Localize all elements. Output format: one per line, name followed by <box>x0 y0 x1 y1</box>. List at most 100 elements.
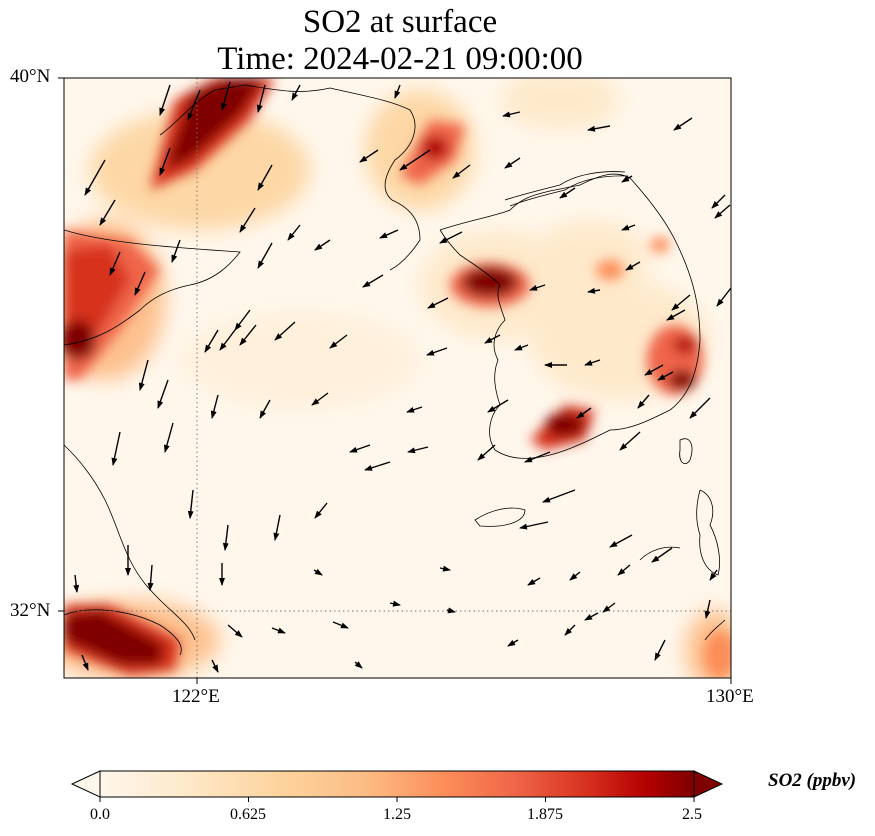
wind-arrow <box>259 399 271 419</box>
wind-arrow <box>159 84 171 116</box>
wind-arrow <box>234 309 251 331</box>
wind-arrow <box>609 534 633 548</box>
y-tick-label-32n: 32°N <box>10 600 51 621</box>
wind-arrow <box>362 274 384 288</box>
wind-arrow <box>654 639 666 661</box>
colorbar-min-extend <box>70 770 101 798</box>
wind-arrow <box>227 624 243 638</box>
so2-concentration-field <box>64 78 731 678</box>
wind-arrow <box>689 397 711 419</box>
wind-arrow <box>576 407 592 419</box>
wind-arrow <box>587 125 611 132</box>
wind-arrow <box>711 194 726 209</box>
wind-arrow <box>314 502 328 519</box>
wind-arrow <box>311 392 329 406</box>
wind-arrow <box>109 251 121 276</box>
colorbar-tick-4: 2.5 <box>682 806 702 823</box>
wind-arrow <box>273 514 281 541</box>
axis-ticks <box>58 77 732 684</box>
wind-arrow <box>564 624 576 636</box>
colorbar-max-extend <box>693 770 724 798</box>
wind-arrow <box>644 364 664 376</box>
wind-arrow <box>439 565 451 572</box>
wind-arrow <box>502 111 521 118</box>
colorbar <box>70 770 724 802</box>
wind-arrow <box>163 422 174 453</box>
wind-arrow <box>569 571 581 581</box>
wind-arrow <box>204 329 219 353</box>
wind-arrow <box>671 294 691 311</box>
wind-arrow <box>159 147 171 176</box>
wind-arrow <box>359 149 379 163</box>
wind-arrow <box>651 547 673 563</box>
colorbar-tick-1: 0.625 <box>230 806 266 823</box>
wind-arrow <box>484 334 501 344</box>
wind-arrow <box>621 175 633 183</box>
wind-arrow <box>354 661 363 669</box>
wind-arrow <box>529 284 546 291</box>
x-tick-label-130e: 130°E <box>706 686 754 707</box>
wind-arrow <box>439 231 463 244</box>
wind-arrow <box>329 334 348 349</box>
wind-arrow <box>709 569 718 581</box>
wind-arrow <box>399 149 431 171</box>
wind-arrow <box>314 239 331 251</box>
wind-arrow <box>313 568 323 576</box>
wind-arrow <box>81 654 89 671</box>
wind-arrow <box>637 394 650 409</box>
coastlines <box>64 84 726 656</box>
wind-arrow <box>211 659 219 673</box>
wind-arrow <box>504 157 521 169</box>
wind-arrow <box>364 461 391 471</box>
wind-arrow <box>271 627 286 634</box>
x-tick-label-122e: 122°E <box>172 686 220 707</box>
colorbar-tick-0: 0.0 <box>90 806 110 823</box>
wind-arrow <box>666 309 686 321</box>
wind-arrow <box>256 84 266 113</box>
wind-arrow <box>559 187 576 199</box>
wind-arrow <box>99 199 116 226</box>
wind-arrow <box>147 564 154 591</box>
wind-arrow <box>134 271 146 296</box>
wind-arrow <box>446 607 456 614</box>
wind-arrow <box>477 444 496 461</box>
wind-arrow <box>625 261 641 271</box>
wind-arrow <box>427 297 449 309</box>
y-tick-label-40n: 40°N <box>10 66 51 87</box>
wind-arrow <box>84 159 106 196</box>
wind-arrow <box>332 621 349 629</box>
wind-arrow <box>221 81 231 111</box>
wind-arrow <box>187 89 201 121</box>
wind-arrow <box>519 521 549 530</box>
wind-arrow <box>584 612 599 621</box>
wind-arrow <box>514 344 529 351</box>
wind-arrow <box>389 600 401 607</box>
wind-arrow <box>673 117 693 131</box>
colorbar-tick-3: 1.875 <box>527 806 563 823</box>
wind-arrow <box>542 489 576 503</box>
wind-arrow <box>73 574 80 593</box>
wind-arrow <box>617 564 631 576</box>
wind-arrow <box>507 639 519 647</box>
wind-arrow <box>157 379 169 409</box>
wind-arrow <box>379 229 399 239</box>
wind-arrow <box>210 394 219 419</box>
wind-arrow <box>406 406 423 413</box>
wind-arrow <box>239 207 256 233</box>
wind-arrow <box>222 524 229 551</box>
colorbar-gradient <box>99 770 695 798</box>
wind-arrow <box>257 242 273 269</box>
map-frame <box>63 77 732 679</box>
wind-arrow <box>219 329 236 351</box>
wind-arrow <box>187 489 194 519</box>
colorbar-label: SO2 (ppbv) <box>768 770 857 791</box>
wind-arrow <box>587 287 601 294</box>
wind-arrow <box>138 359 149 391</box>
wind-arrow <box>239 324 257 346</box>
wind-arrow <box>171 239 181 263</box>
wind-arrow <box>349 444 371 453</box>
wind-arrow <box>407 446 429 454</box>
gridlines <box>64 78 731 678</box>
wind-arrow <box>274 321 296 341</box>
